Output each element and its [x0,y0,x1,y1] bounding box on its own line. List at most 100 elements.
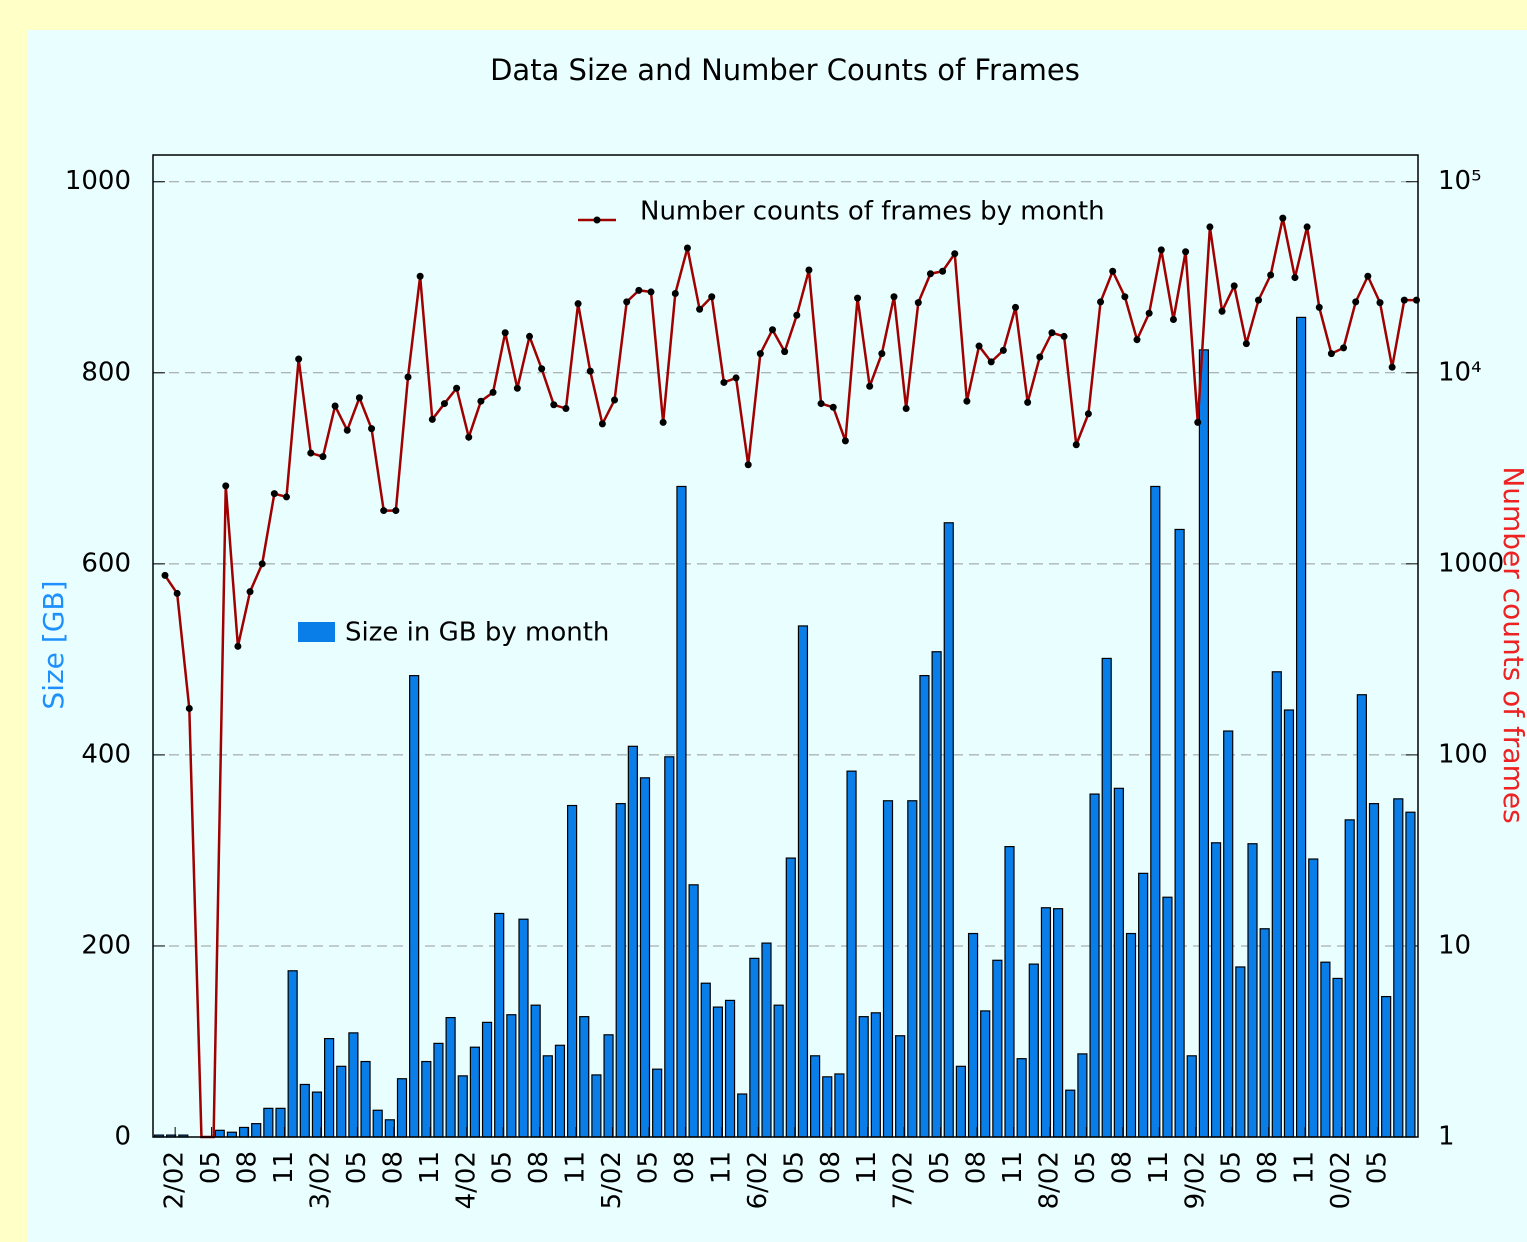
marker [550,401,558,409]
bar [1198,349,1210,1138]
y2-tick-label: 10 [1438,930,1471,960]
x-tick-label: 05 [196,1151,226,1184]
marker [890,293,898,301]
marker [1291,274,1299,282]
bar [263,1107,274,1138]
bar [433,1042,444,1138]
bar [1247,843,1258,1138]
marker [465,433,473,441]
bar [506,1014,517,1138]
bar [542,1055,553,1138]
marker [453,384,461,392]
marker [1400,296,1408,304]
x-tick-label: 08 [233,1151,263,1184]
bar [348,1032,359,1138]
bar [652,1068,663,1138]
x-tick-label: 08 [1107,1151,1137,1184]
marker [683,244,691,252]
bar [1344,819,1355,1138]
marker [1364,272,1372,280]
marker [793,311,801,319]
marker [574,300,582,308]
marker [647,288,655,296]
bar [724,999,736,1138]
x-tick-label: 5/02 [597,1151,627,1209]
bar [1138,872,1149,1138]
bar [494,912,505,1138]
x-tick-label: 08 [378,1151,408,1184]
legend-swatch [298,622,335,642]
x-tick-label: 08 [670,1151,700,1184]
marker [720,378,728,386]
bar [931,651,942,1138]
bar [834,1073,845,1138]
bar [1283,709,1295,1138]
marker [1315,303,1323,311]
marker [878,350,886,358]
y-tick-label: 600 [81,548,131,578]
marker [1242,340,1250,348]
bar [311,1091,323,1138]
x-tick-label: 05 [342,1151,372,1184]
bar [822,1076,833,1138]
y2-tick-label: 10⁵ [1438,166,1482,196]
bar [846,770,857,1138]
marker [380,507,388,515]
marker [246,588,254,596]
x-tick-label: 11 [269,1151,299,1184]
x-tick-label: 0/02 [1326,1151,1356,1209]
bar [275,1107,286,1138]
bar [907,800,918,1138]
bar [1016,1058,1027,1138]
marker [671,289,679,297]
marker [1327,350,1335,358]
marker [744,461,752,469]
marker [526,332,533,340]
marker [562,405,570,413]
marker [1279,214,1287,222]
marker [914,299,922,307]
marker [1145,309,1153,317]
x-tick-label: 05 [925,1151,955,1184]
bar [238,1126,250,1138]
marker [307,449,315,457]
x-tick-label: 08 [816,1151,846,1184]
x-tick-label: 05 [1071,1151,1101,1184]
bar [1271,671,1282,1138]
marker [635,286,643,294]
bar [421,1060,432,1138]
bar [955,1065,967,1138]
marker [258,560,266,568]
marker [1012,303,1019,311]
marker [440,400,448,408]
bar [858,1016,869,1138]
y2-tick-label: 100 [1438,739,1488,769]
marker [1036,353,1044,361]
marker [1376,299,1384,307]
marker [623,298,631,306]
marker [598,420,606,428]
marker [841,437,849,445]
marker [611,396,619,404]
x-tick-label: 11 [706,1151,736,1184]
x-tick-label: 08 [1253,1151,1283,1184]
bar [1028,963,1039,1138]
bar [457,1075,468,1138]
bar [1052,908,1064,1138]
bar [1174,528,1185,1138]
marker [1060,332,1068,340]
x-tick-label: 4/02 [451,1151,481,1209]
bar [445,1016,456,1138]
marker [951,250,959,258]
bar [712,1006,724,1138]
bar [1113,787,1124,1138]
y2-axis-label: Number counts of frames [1497,466,1527,823]
bar [1320,961,1331,1138]
plot-frame [152,154,1419,1138]
marker [586,367,594,375]
marker [939,267,947,275]
x-tick-label: 05 [634,1151,664,1184]
bar [251,1123,262,1138]
marker [708,293,716,301]
